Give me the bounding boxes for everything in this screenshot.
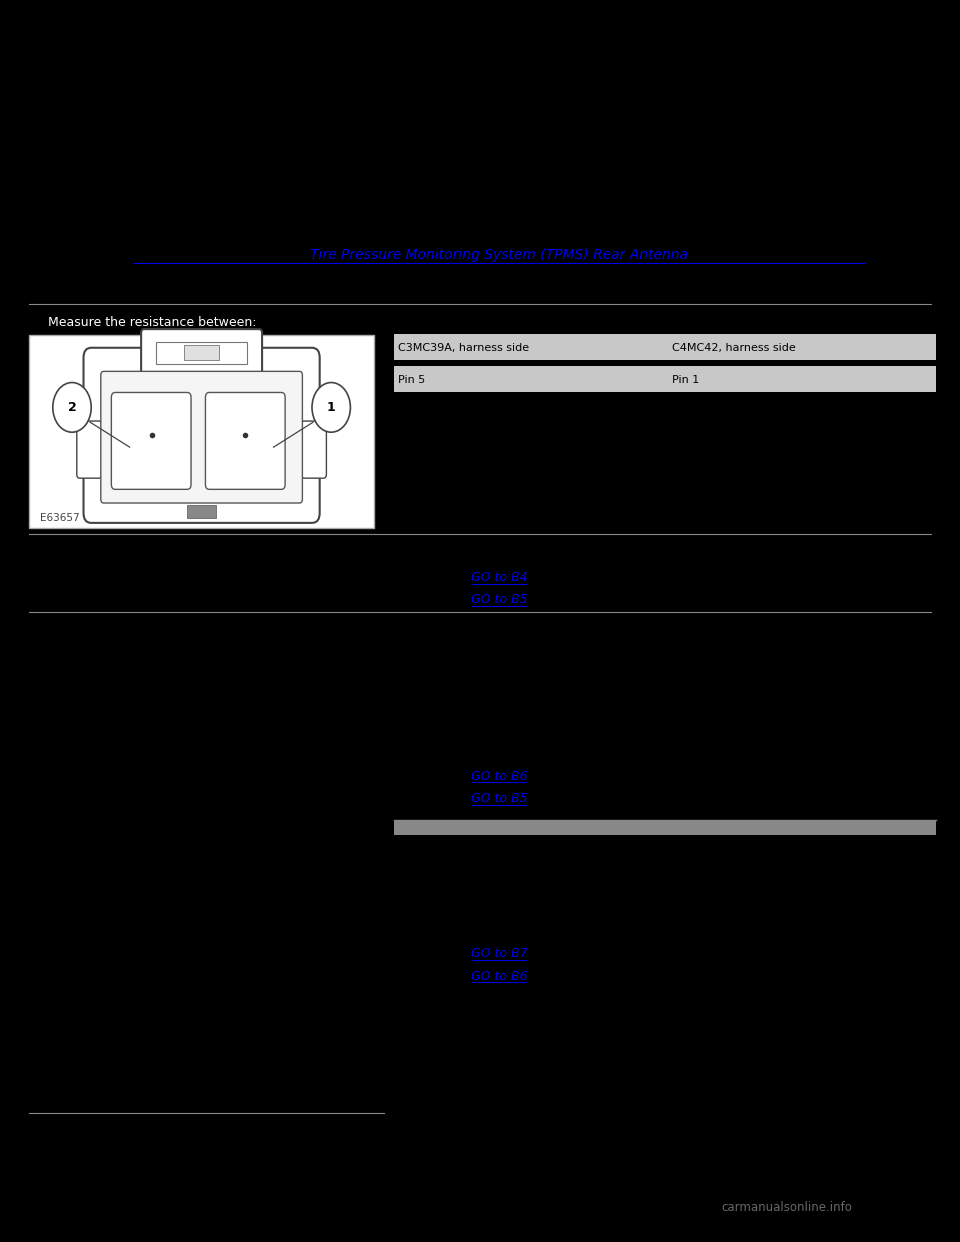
FancyBboxPatch shape [84,348,320,523]
Text: C4MC42, harness side: C4MC42, harness side [672,343,796,353]
Circle shape [53,383,91,432]
FancyBboxPatch shape [301,421,326,478]
Bar [394,820,936,835]
Text: Tire Pressure Monitoring System (TPMS) Rear Antenna: Tire Pressure Monitoring System (TPMS) R… [310,247,688,262]
Bar [394,334,936,360]
Text: Pin 5: Pin 5 [398,375,425,385]
Bar [187,505,216,518]
Text: GO to B4: GO to B4 [471,571,527,584]
Circle shape [312,383,350,432]
FancyBboxPatch shape [141,329,262,376]
FancyBboxPatch shape [156,342,247,364]
Text: GO to B6: GO to B6 [471,770,527,782]
FancyBboxPatch shape [77,421,102,478]
Text: 1: 1 [326,401,336,414]
Text: GO to B7: GO to B7 [471,948,527,960]
Text: carmanualsonline.info: carmanualsonline.info [722,1201,852,1213]
Bar [29,335,374,528]
FancyBboxPatch shape [101,371,302,503]
FancyBboxPatch shape [184,345,219,360]
FancyBboxPatch shape [205,392,285,489]
Text: GO to B6: GO to B6 [471,970,527,982]
Text: C3MC39A, harness side: C3MC39A, harness side [398,343,530,353]
Bar [394,366,936,392]
FancyBboxPatch shape [111,392,191,489]
Text: E63657: E63657 [40,513,80,523]
Text: GO to B5: GO to B5 [471,594,527,606]
Text: Pin 1: Pin 1 [672,375,699,385]
Text: Measure the resistance between:: Measure the resistance between: [48,317,256,329]
Text: GO to B5: GO to B5 [471,792,527,805]
Text: 2: 2 [67,401,77,414]
